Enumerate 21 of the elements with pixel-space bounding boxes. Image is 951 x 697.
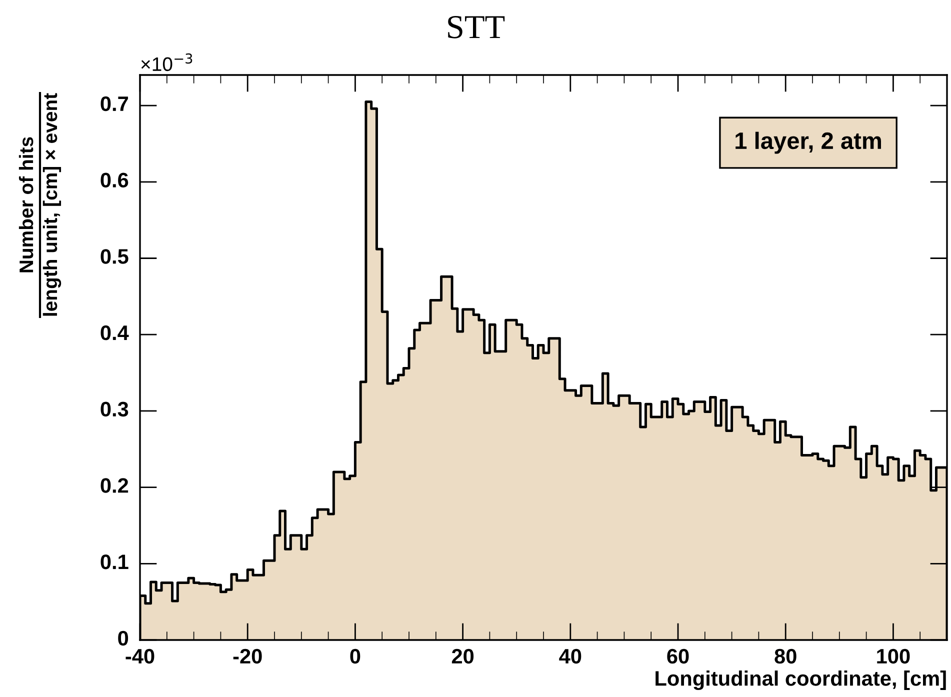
x-tick-label: 20: [452, 648, 474, 664]
x-tick-label: -20: [233, 648, 262, 664]
y-tick-label: 0.4: [100, 325, 129, 340]
x-tick-label: 0: [350, 648, 360, 664]
x-tick-label: 80: [774, 648, 796, 664]
annotation: 1 layer, 2 atm: [736, 132, 881, 154]
y-tick-label: 0.3: [100, 402, 128, 417]
x-tick-label: -40: [126, 648, 154, 664]
y-tick-label: 0.6: [100, 172, 128, 188]
x-tick-label: 40: [559, 648, 582, 664]
x-tick-label: 60: [667, 648, 689, 664]
y-tick-label: 0.7: [100, 96, 128, 112]
y-tick-label: 0.1: [100, 554, 128, 570]
y-tick-label: 0: [118, 630, 128, 646]
y-tick-label: 0.2: [100, 478, 128, 493]
x-axis-title: Longitudinal coordinate, [cm]: [656, 670, 946, 690]
y-axis-title: Number of hits length unit, [cm] × event: [18, 93, 62, 316]
x-tick-label: 100: [877, 648, 910, 664]
y-tick-label: 0.5: [100, 249, 128, 264]
chart-title: STT: [448, 16, 505, 38]
text: ×10$^{−3}$: [141, 53, 192, 72]
